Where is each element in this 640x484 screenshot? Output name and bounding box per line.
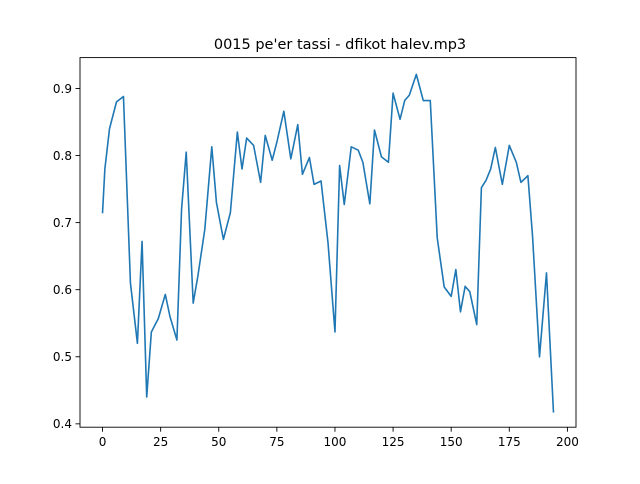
- x-tick-label: 200: [556, 435, 579, 449]
- x-tick-label: 125: [382, 435, 405, 449]
- x-tick-label: 25: [153, 435, 168, 449]
- chart-title: 0015 pe'er tassi - dfikot halev.mp3: [214, 37, 466, 53]
- y-axis: 0.4 0.5 0.6 0.7 0.8 0.9: [53, 82, 80, 431]
- x-axis: 0 25 50 75 100 125 150 175 200: [99, 427, 579, 449]
- y-tick-label: 0.5: [53, 350, 72, 364]
- x-tick-label: 175: [498, 435, 521, 449]
- y-tick-label: 0.6: [53, 283, 72, 297]
- x-tick-label: 75: [269, 435, 284, 449]
- y-tick-label: 0.9: [53, 82, 72, 96]
- y-tick-label: 0.4: [53, 417, 72, 431]
- x-tick-label: 50: [211, 435, 226, 449]
- series-line-0: [101, 73, 555, 413]
- plot-area: [101, 73, 555, 413]
- x-tick-label: 0: [99, 435, 107, 449]
- y-tick-label: 0.8: [53, 149, 72, 163]
- x-tick-label: 100: [324, 435, 347, 449]
- axes-frame: [79, 57, 577, 428]
- x-tick-label: 150: [440, 435, 463, 449]
- y-tick-label: 0.7: [53, 216, 72, 230]
